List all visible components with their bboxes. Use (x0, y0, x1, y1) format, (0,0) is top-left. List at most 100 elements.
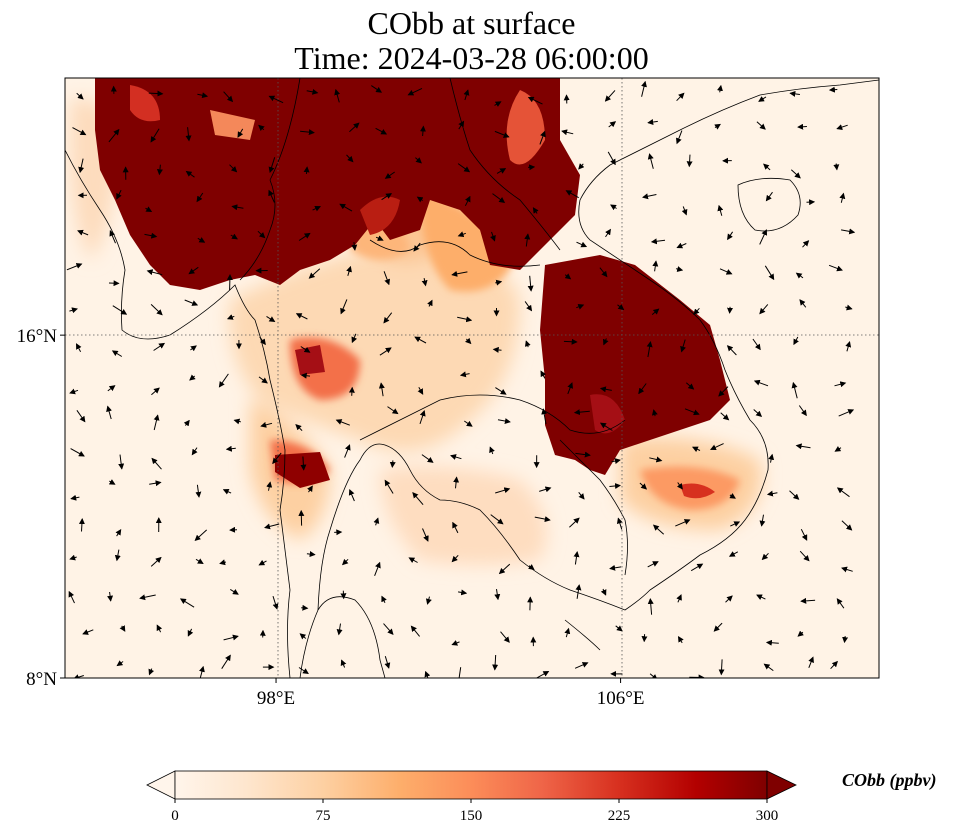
wind-arrow (374, 561, 381, 576)
wind-arrow (349, 122, 360, 133)
wind-arrow (753, 409, 763, 417)
wind-arrow (456, 667, 463, 678)
wind-arrow (457, 163, 471, 173)
wind-arrow (646, 341, 653, 358)
wind-arrow (70, 448, 85, 457)
wind-arrow (650, 238, 666, 245)
wind-arrow (414, 336, 427, 344)
lon-tick-label: 106°E (597, 688, 645, 709)
wind-arrow (524, 340, 531, 348)
wind-arrow (605, 228, 611, 238)
wind-arrow (303, 166, 310, 175)
wind-arrow (340, 299, 348, 315)
wind-arrow (539, 130, 546, 145)
wind-arrow (795, 443, 811, 450)
wind-arrow (451, 640, 460, 646)
wind-arrow (308, 268, 321, 279)
lat-tick-label: 16°N (17, 326, 58, 347)
wind-arrow (793, 336, 799, 346)
wind-arrow (578, 163, 585, 170)
wind-arrow (307, 485, 313, 493)
wind-arrow (371, 85, 383, 93)
wind-arrow (758, 96, 767, 102)
wind-arrow (107, 591, 114, 602)
wind-arrow (574, 662, 589, 669)
wind-arrow (335, 419, 350, 426)
colorbar-tick-label: 300 (756, 808, 779, 824)
wind-arrow (649, 673, 658, 678)
wind-arrow (464, 195, 471, 207)
wind-arrow (494, 101, 502, 107)
wind-arrow (498, 563, 511, 575)
wind-arrow (69, 388, 79, 395)
wind-arrow (185, 127, 192, 142)
wind-arrow (797, 123, 807, 130)
wind-arrow (756, 594, 766, 600)
wind-arrow (799, 550, 810, 562)
wind-arrow (457, 231, 466, 238)
wind-arrow (691, 446, 701, 453)
wind-arrow (191, 447, 198, 456)
wind-arrow (639, 482, 648, 490)
wind-arrow (306, 551, 316, 558)
wind-arrow (119, 625, 126, 632)
colorbar: 0 75 150 225 300 (146, 770, 797, 824)
concentration-field (65, 78, 879, 678)
wind-arrow (676, 130, 683, 145)
wind-arrow (842, 636, 849, 644)
wind-arrow (799, 299, 807, 308)
lat-tick-label: 8°N (26, 669, 57, 690)
wind-arrow (260, 421, 273, 428)
wind-arrow (116, 660, 124, 667)
wind-arrow (830, 660, 838, 670)
wind-arrow (156, 624, 163, 633)
wind-arrow (258, 124, 265, 131)
wind-arrow (719, 268, 733, 275)
wind-arrow (237, 128, 244, 138)
wind-arrow (828, 86, 838, 93)
wind-arrow (116, 189, 122, 200)
wind-arrow (492, 346, 502, 353)
wind-arrow (800, 528, 808, 541)
wind-arrow (112, 305, 128, 315)
colorbar-tick-label: 225 (608, 808, 631, 824)
wind-arrow (419, 125, 426, 137)
wind-arrow (573, 409, 590, 416)
wind-arrow (301, 604, 309, 611)
wind-arrow (266, 315, 276, 323)
wind-arrow (76, 343, 82, 353)
wind-arrow (728, 551, 739, 557)
wind-arrow (651, 308, 660, 315)
wind-arrow (458, 589, 468, 596)
wind-arrow (828, 264, 843, 272)
wind-arrow (300, 372, 311, 379)
wind-arrow (714, 123, 721, 130)
map-frame (64, 77, 880, 679)
wind-arrow (500, 631, 510, 643)
wind-arrow (422, 528, 429, 542)
wind-arrow (225, 445, 236, 452)
wind-arrow (495, 279, 503, 286)
wind-arrow (717, 84, 723, 93)
wind-arrow (642, 193, 657, 200)
wind-arrow (348, 386, 355, 396)
wind-arrow (718, 659, 725, 676)
wind-arrow (561, 129, 574, 136)
wind-arrow (564, 273, 572, 280)
wind-arrow (541, 408, 548, 425)
wind-arrow (457, 316, 473, 323)
wind-arrow (790, 169, 801, 179)
wind-arrow (676, 594, 682, 603)
wind-arrow (76, 410, 86, 423)
wind-arrow (607, 151, 616, 166)
wind-arrow (266, 481, 273, 491)
wind-arrow (527, 275, 534, 292)
wind-arrow (768, 453, 775, 463)
wind-arrow (223, 634, 239, 641)
wind-arrow (464, 420, 473, 427)
wind-arrow (603, 338, 609, 346)
wind-arrow (383, 312, 393, 324)
wind-arrow (148, 90, 164, 97)
wind-arrow (190, 345, 197, 352)
wind-arrow (638, 383, 647, 395)
